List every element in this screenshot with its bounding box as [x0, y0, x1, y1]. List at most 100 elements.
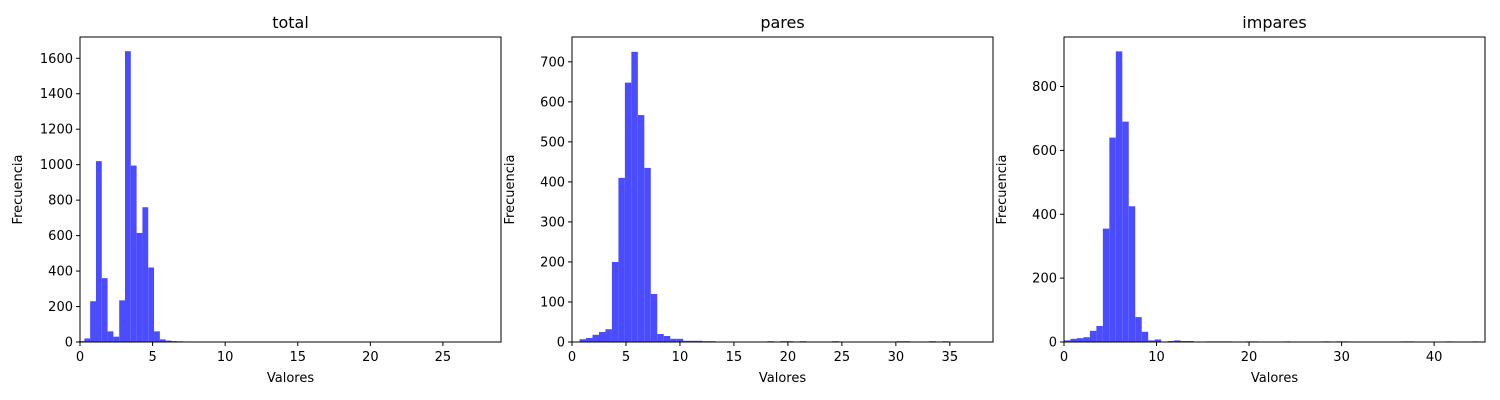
histogram-bar: [586, 338, 593, 342]
x-axis-label: Valores: [759, 371, 806, 386]
panel-total: total Valores Frecuencia 0 5 10 15 20 25 0 200 4…: [11, 13, 502, 386]
histogram-bar: [1096, 326, 1103, 342]
y-tick-label: 800: [1032, 80, 1057, 95]
histogram-bar: [657, 333, 664, 342]
histogram-bars: [1064, 51, 1479, 343]
y-tick-label: 0: [1049, 336, 1057, 351]
histogram-bar: [113, 336, 120, 342]
x-tick-label: 20: [1241, 350, 1258, 365]
panel-pares: pares Valores Frecuencia 0 5 10 15 20 25 30 35 0…: [503, 13, 994, 386]
y-tick-label: 100: [540, 295, 565, 310]
x-tick-label: 10: [672, 350, 689, 365]
y-tick-label: 800: [48, 194, 73, 209]
histogram-bar: [1141, 331, 1149, 342]
y-tick-label: 600: [48, 229, 73, 244]
y-tick-label: 0: [557, 336, 565, 351]
histogram-bar: [624, 82, 632, 342]
histogram-bar: [125, 51, 131, 342]
y-tick-label: 500: [540, 135, 565, 150]
histogram-bar: [1070, 338, 1077, 342]
histogram-bar: [1154, 339, 1162, 342]
y-axis-label: Frecuencia: [11, 155, 26, 225]
histogram-bar: [90, 301, 96, 342]
x-axis-label: Valores: [267, 371, 314, 386]
histogram-bar: [1076, 338, 1084, 342]
histogram-bar: [119, 300, 126, 342]
histogram-bar: [165, 340, 172, 342]
x-tick-label: 25: [435, 350, 452, 365]
y-tick-label: 1600: [40, 52, 73, 67]
x-tick-label: 10: [217, 350, 234, 365]
histogram-bar: [611, 261, 619, 342]
histogram-bar: [1083, 337, 1090, 342]
y-tick-label: 400: [1032, 208, 1057, 223]
x-tick-label: 0: [1060, 350, 1068, 365]
histogram-bar: [84, 338, 91, 342]
histogram-bar: [95, 161, 102, 342]
panel-title: impares: [1242, 13, 1306, 32]
histogram-bar: [101, 278, 108, 342]
y-tick-label: 200: [540, 255, 565, 270]
x-tick-label: 30: [888, 350, 905, 365]
histogram-bar: [631, 51, 638, 343]
histogram-bar: [154, 331, 160, 342]
x-tick-label: 20: [780, 350, 797, 365]
axes-frame: [79, 36, 502, 343]
histogram-bars: [579, 51, 988, 343]
histogram-bar: [663, 336, 671, 342]
x-tick-label: 20: [362, 350, 379, 365]
histogram-bar: [670, 338, 677, 342]
x-tick-label: 15: [289, 350, 306, 365]
histogram-bar: [107, 331, 114, 342]
y-tick-label: 1200: [40, 123, 73, 138]
y-tick-label: 1400: [40, 87, 73, 102]
histogram-bar: [136, 232, 143, 342]
histogram-bar: [1128, 206, 1136, 342]
histogram-bar: [1089, 330, 1097, 342]
histogram-bar: [618, 177, 625, 342]
x-tick-label: 30: [1333, 350, 1350, 365]
histogram-bar: [159, 339, 166, 342]
y-tick-label: 400: [540, 175, 565, 190]
x-tick-label: 0: [76, 350, 84, 365]
panel-title: total: [272, 13, 309, 32]
histogram-bar: [644, 167, 651, 342]
panel-impares: impares Valores Frecuencia 0 10 20 30 400200…: [995, 13, 1486, 386]
histogram-bar: [1109, 137, 1116, 342]
histogram-bar: [650, 293, 658, 342]
histogram-bar: [683, 340, 690, 342]
y-tick-label: 200: [48, 300, 73, 315]
histogram-bar: [637, 115, 645, 342]
x-tick-label: 5: [148, 350, 156, 365]
histogram-bar: [676, 338, 684, 342]
histogram-bars: [78, 51, 451, 342]
y-axis-label: Frecuencia: [503, 155, 518, 225]
histogram-bar: [1135, 317, 1142, 342]
histogram-bar: [1122, 121, 1129, 342]
histogram-bar: [1102, 228, 1110, 342]
x-tick-label: 15: [726, 350, 743, 365]
histogram-bar: [148, 267, 155, 342]
histogram-bar: [142, 207, 149, 342]
histogram-bar: [1064, 340, 1071, 342]
histogram-bar: [1115, 51, 1123, 343]
histogram-bar: [598, 331, 606, 342]
x-axis-label: Valores: [1251, 371, 1298, 386]
histogram-bar: [130, 165, 137, 342]
x-tick-label: 10: [1148, 350, 1165, 365]
histogram-bar: [1174, 340, 1181, 342]
y-tick-label: 700: [540, 55, 565, 70]
x-tick-label: 35: [942, 350, 959, 365]
x-tick-label: 0: [568, 350, 576, 365]
y-axis-label: Frecuencia: [995, 155, 1010, 225]
panel-title: pares: [760, 13, 804, 32]
axes-frame: [1063, 36, 1486, 343]
axes-frame: [571, 36, 994, 343]
histogram-bar: [689, 340, 697, 342]
y-tick-label: 0: [65, 336, 73, 351]
histogram-bar: [592, 334, 599, 342]
y-tick-label: 600: [1032, 144, 1057, 159]
y-tick-label: 300: [540, 215, 565, 230]
y-tick-label: 200: [1032, 272, 1057, 287]
x-tick-label: 40: [1426, 350, 1443, 365]
